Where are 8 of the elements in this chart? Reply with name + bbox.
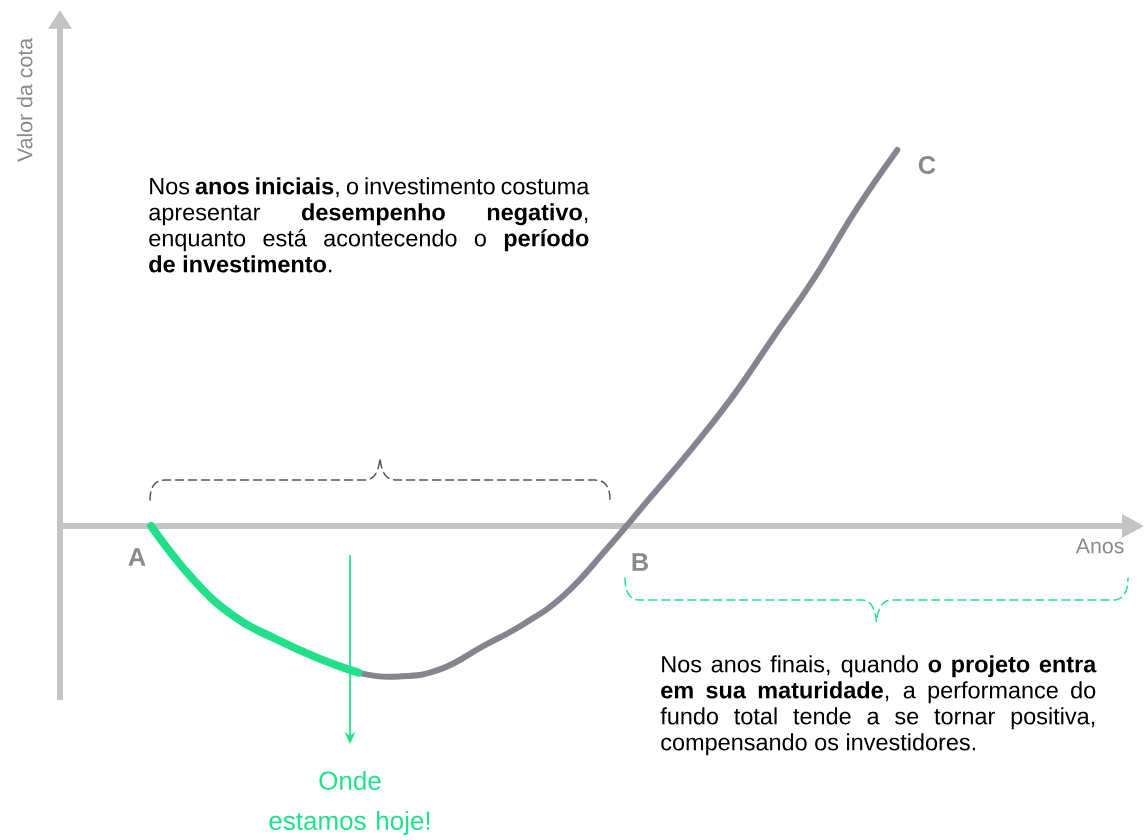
annotation: B	[632, 553, 649, 571]
text: C	[918, 156, 936, 174]
y-axis-title: Valor da cota	[16, 37, 33, 162]
text: Onde estamos hoje!	[269, 770, 430, 836]
text: Nos anos finais, quando o projeto entra em sua maturidade, a performance do fundo total tende a se tornar positiva, compensando os investidores.	[660, 655, 1097, 756]
annotation: A	[128, 548, 146, 566]
text: Nos anos iniciais, o investimento costuma apresentar desempenho negativo, enquanto está acontecendo o período de investimento.	[149, 177, 590, 273]
text: Anos	[1075, 538, 1124, 554]
